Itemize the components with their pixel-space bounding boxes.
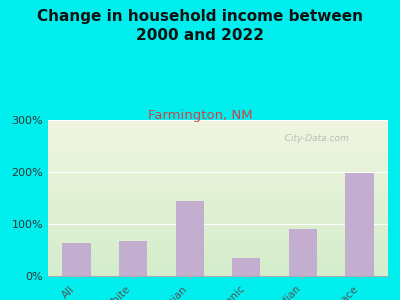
Bar bbox=[119, 241, 147, 276]
Bar bbox=[176, 201, 204, 276]
Text: City-Data.com: City-Data.com bbox=[279, 134, 349, 143]
Text: Farmington, NM: Farmington, NM bbox=[148, 110, 252, 122]
Bar bbox=[346, 173, 374, 276]
Text: Change in household income between
2000 and 2022: Change in household income between 2000 … bbox=[37, 9, 363, 43]
Bar bbox=[232, 258, 260, 276]
Bar bbox=[289, 229, 317, 276]
Bar bbox=[62, 243, 90, 276]
